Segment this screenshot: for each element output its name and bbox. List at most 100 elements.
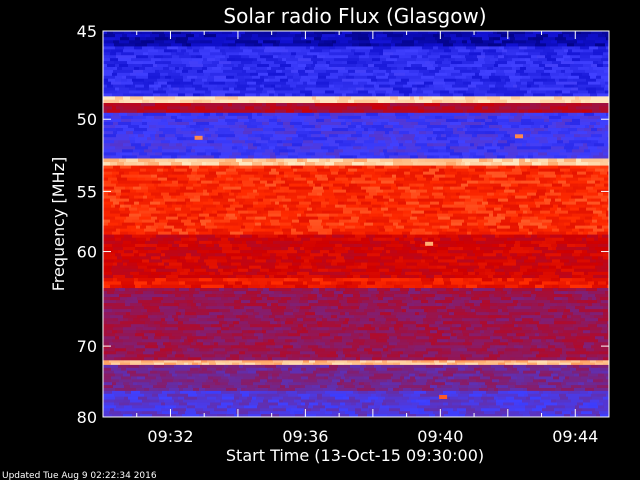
spectrogram-cell bbox=[544, 231, 553, 235]
spectrogram-cell bbox=[533, 78, 539, 83]
spectrogram-cell bbox=[234, 250, 240, 254]
spectrogram-cell bbox=[363, 64, 368, 68]
spectrogram-cell bbox=[470, 195, 483, 199]
spectrogram-cell bbox=[119, 112, 127, 117]
spectrogram-cell bbox=[440, 237, 451, 242]
spectrogram-cell bbox=[330, 131, 336, 135]
spectrogram-cell bbox=[604, 168, 609, 172]
spectrogram-cell bbox=[451, 281, 463, 286]
spectrogram-cell bbox=[304, 118, 316, 123]
spectrogram-cell bbox=[280, 152, 288, 156]
spectrogram-cell bbox=[478, 99, 490, 104]
spectrogram-cell bbox=[123, 262, 127, 267]
spectrogram-cell bbox=[239, 201, 243, 205]
spectrogram-cell bbox=[413, 146, 421, 150]
spectrogram-cell bbox=[145, 34, 150, 38]
spectrogram-cell bbox=[145, 177, 158, 181]
spectrogram-cell bbox=[398, 155, 410, 159]
spectrogram-cell bbox=[203, 189, 207, 193]
spectrogram-cell bbox=[546, 90, 555, 94]
spectrogram-cell bbox=[523, 271, 530, 276]
spectrogram-cell bbox=[103, 278, 113, 282]
spectrogram-cell bbox=[123, 106, 136, 110]
spectrogram-cell bbox=[114, 259, 122, 263]
spectrogram-cell bbox=[329, 198, 338, 202]
spectrogram-cell bbox=[412, 228, 425, 232]
spectrogram-cell bbox=[518, 99, 526, 104]
spectrogram-cell bbox=[138, 278, 147, 282]
spectrogram-cell bbox=[503, 204, 514, 208]
spectrogram-cell bbox=[570, 207, 579, 211]
spectrogram-cell bbox=[195, 174, 205, 178]
spectrogram-cell bbox=[279, 149, 288, 153]
spectrogram-cell bbox=[554, 96, 562, 101]
spectrogram-cell bbox=[228, 198, 235, 202]
spectrogram-cell bbox=[591, 198, 601, 202]
spectrogram-cell bbox=[602, 278, 608, 282]
spectrogram-cell bbox=[391, 40, 402, 44]
spectrogram-cell bbox=[504, 189, 515, 193]
spectrogram-cell bbox=[361, 256, 370, 260]
spectrogram-cell bbox=[119, 158, 126, 163]
spectrogram-cell bbox=[547, 180, 553, 184]
spectrogram-cell bbox=[465, 198, 471, 202]
spectrogram-cell bbox=[401, 37, 413, 41]
spectrogram-cell bbox=[275, 225, 280, 229]
spectrogram-cell bbox=[165, 134, 175, 138]
spectrogram-cell bbox=[199, 34, 204, 38]
spectrogram-cell bbox=[236, 195, 242, 199]
spectrogram-cell bbox=[391, 46, 404, 50]
spectrogram-cell bbox=[129, 171, 139, 175]
spectrogram-cell bbox=[357, 155, 366, 159]
spectrogram-cell bbox=[300, 78, 310, 83]
spectrogram-cell bbox=[457, 125, 465, 129]
spectrogram-cell bbox=[150, 171, 163, 175]
spectrogram-cell bbox=[332, 40, 336, 44]
spectrogram-cell bbox=[159, 43, 171, 47]
spectrogram-cell bbox=[134, 201, 139, 205]
spectrogram-cell bbox=[525, 34, 536, 38]
spectrogram-cell bbox=[212, 61, 219, 65]
spectrogram-cell bbox=[272, 228, 282, 232]
spectrogram-cell bbox=[268, 72, 273, 77]
spectrogram-cell bbox=[226, 207, 235, 211]
spectrogram-cell bbox=[501, 228, 507, 232]
spectrogram-cell bbox=[437, 134, 441, 138]
spectrogram-cell bbox=[196, 177, 200, 181]
spectrogram-cell bbox=[474, 49, 483, 53]
spectrogram-cell bbox=[568, 171, 572, 175]
spectrogram-cell bbox=[340, 118, 345, 123]
spectrogram-cell bbox=[524, 278, 532, 282]
spectrogram-cell bbox=[262, 121, 269, 126]
spectrogram-cell bbox=[140, 168, 146, 172]
spectrogram-cell bbox=[477, 134, 486, 138]
spectrogram-cell bbox=[238, 210, 248, 214]
spectrogram-cell bbox=[405, 140, 412, 144]
spectrogram-cell bbox=[149, 247, 156, 251]
spectrogram-cell bbox=[219, 165, 229, 169]
spectrogram-cell bbox=[605, 195, 609, 199]
spectrogram-cell bbox=[380, 274, 391, 279]
spectrogram-cell bbox=[145, 231, 158, 235]
spectrogram-cell bbox=[384, 222, 393, 226]
spectrogram-cell bbox=[193, 81, 204, 86]
spectrogram-cell bbox=[556, 58, 564, 62]
spectrogram-cell bbox=[562, 109, 569, 114]
spectrogram-cell bbox=[210, 52, 222, 56]
spectrogram-cell bbox=[114, 284, 122, 289]
spectrogram-cell bbox=[336, 40, 340, 44]
spectrogram-cell bbox=[494, 207, 501, 211]
spectrogram-cell bbox=[200, 125, 205, 129]
spectrogram-cell bbox=[323, 58, 334, 62]
spectrogram-cell bbox=[133, 115, 146, 120]
spectrogram-cell bbox=[296, 228, 308, 232]
frequency-band bbox=[103, 112, 609, 159]
spectrogram-cell bbox=[588, 162, 600, 166]
spectrogram-cell bbox=[145, 66, 152, 71]
spectrogram-cell bbox=[538, 216, 546, 220]
spectrogram-cell bbox=[476, 152, 484, 156]
spectrogram-cell bbox=[309, 131, 321, 135]
spectrogram-cell bbox=[498, 198, 508, 202]
spectrogram-cell bbox=[103, 171, 112, 175]
spectrogram-cell bbox=[598, 192, 603, 196]
